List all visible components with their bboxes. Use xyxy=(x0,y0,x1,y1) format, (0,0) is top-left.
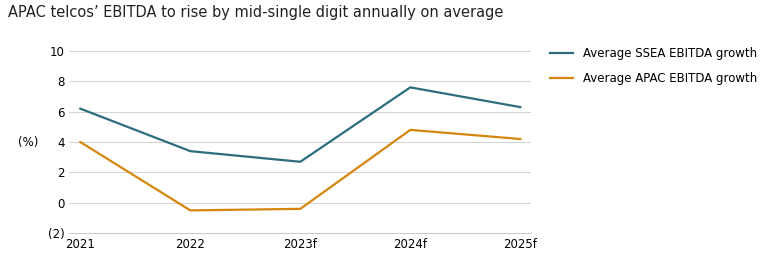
Text: APAC telcos’ EBITDA to rise by mid-single digit annually on average: APAC telcos’ EBITDA to rise by mid-singl… xyxy=(8,5,503,20)
Line: Average SSEA EBITDA growth: Average SSEA EBITDA growth xyxy=(80,87,521,162)
Average APAC EBITDA growth xyxy=(406,128,415,132)
Y-axis label: (%): (%) xyxy=(18,136,38,148)
Average SSEA EBITDA growth xyxy=(296,160,305,163)
Average APAC EBITDA growth xyxy=(75,140,85,144)
Average SSEA EBITDA growth xyxy=(516,106,525,109)
Average SSEA EBITDA growth xyxy=(406,86,415,89)
Average SSEA EBITDA growth xyxy=(75,107,85,110)
Average APAC EBITDA growth xyxy=(186,209,195,212)
Legend: Average SSEA EBITDA growth, Average APAC EBITDA growth: Average SSEA EBITDA growth, Average APAC… xyxy=(550,47,757,85)
Average APAC EBITDA growth xyxy=(516,137,525,141)
Line: Average APAC EBITDA growth: Average APAC EBITDA growth xyxy=(80,130,521,210)
Average APAC EBITDA growth xyxy=(296,207,305,210)
Average SSEA EBITDA growth xyxy=(186,150,195,153)
